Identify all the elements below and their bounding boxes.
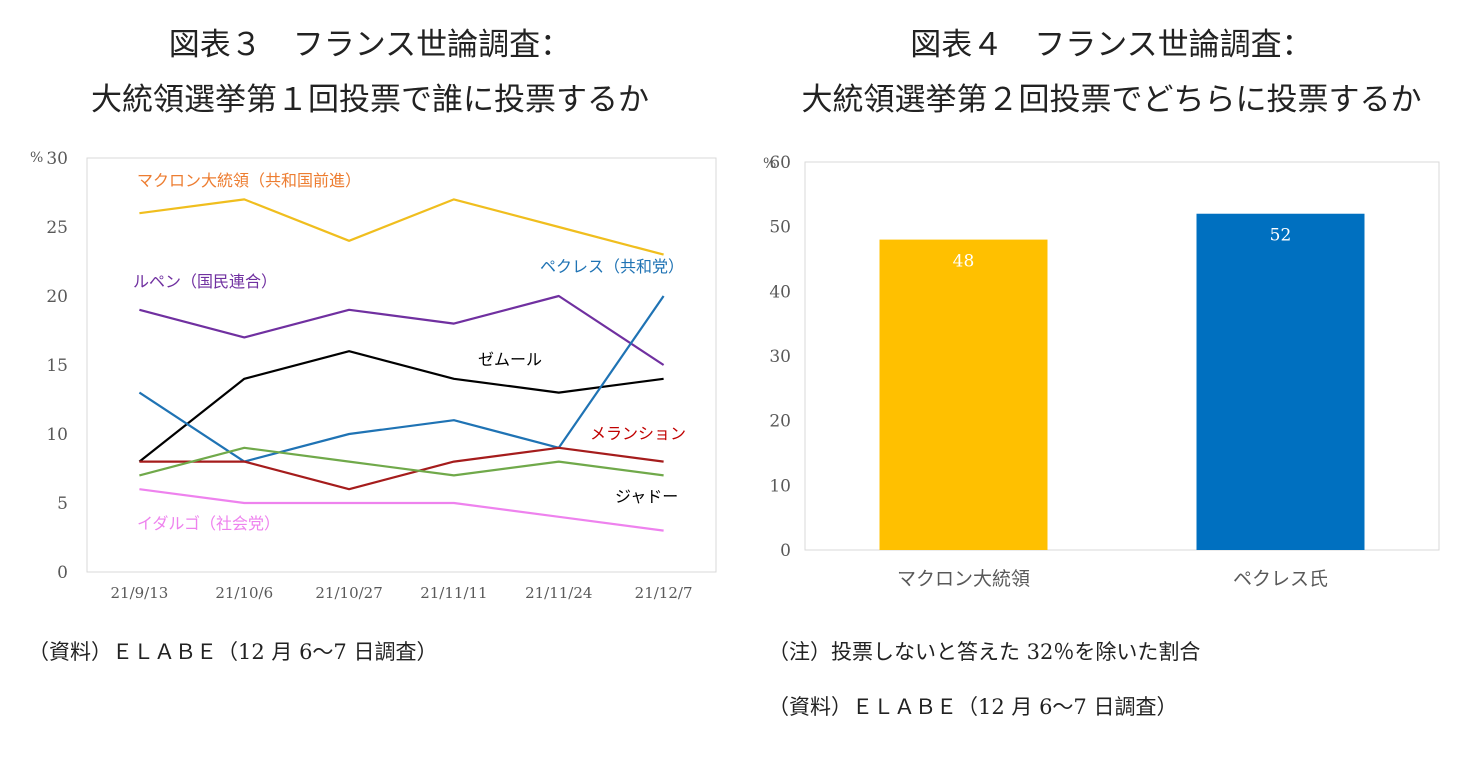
series-line-3 bbox=[138, 295, 665, 463]
x-axis-ticks: 21/9/13 21/10/6 21/10/27 21/11/11 21/11/24 21… bbox=[111, 584, 693, 602]
series-line-4 bbox=[139, 446, 664, 491]
y-axis-unit-label: % bbox=[763, 156, 776, 172]
figure3-title-line2: 大統領選挙第１回投票で誰に投票するか bbox=[91, 82, 649, 118]
x-tick-label: 21/9/13 bbox=[111, 584, 169, 602]
y-tick-label: 15 bbox=[46, 356, 68, 376]
y-tick-label: 0 bbox=[780, 541, 791, 561]
y-axis-ticks: 0 5 10 15 20 25 30 bbox=[46, 149, 68, 583]
series-label-melenchon: メランション bbox=[590, 424, 686, 443]
figure4-title-line2: 大統領選挙第２回投票でどちらに投票するか bbox=[801, 82, 1422, 118]
series-line-6 bbox=[139, 488, 664, 532]
series-label-jadot: ジャドー bbox=[615, 487, 678, 506]
y-tick-label: 30 bbox=[46, 149, 68, 169]
plot-area-frame bbox=[86, 157, 717, 573]
y-tick-label: 20 bbox=[769, 412, 791, 432]
x-tick-label: 21/11/11 bbox=[420, 584, 487, 602]
x-tick-label: 21/10/6 bbox=[215, 584, 273, 602]
y-tick-label: 25 bbox=[46, 218, 68, 238]
x-tick-label: 21/10/27 bbox=[315, 584, 382, 602]
figure4-title-line1: 図表４ フランス世論調査： bbox=[910, 27, 1313, 63]
y-tick-label: 50 bbox=[769, 218, 791, 238]
plot-area-frame bbox=[804, 161, 1440, 551]
figure4-title: 図表４ フランス世論調査： 大統領選挙第２回投票でどちらに投票するか bbox=[741, 18, 1482, 128]
bar-data-label: 52 bbox=[1270, 226, 1292, 246]
x-tick-label: 21/11/24 bbox=[525, 584, 592, 602]
bar-data-label: 48 bbox=[953, 252, 975, 272]
figure3-title-line1: 図表３ フランス世論調査： bbox=[168, 27, 572, 63]
y-tick-label: 0 bbox=[57, 563, 68, 583]
series-line-2 bbox=[138, 350, 664, 463]
y-tick-label: 60 bbox=[769, 153, 791, 173]
series-label-zemmour: ゼムール bbox=[478, 350, 542, 369]
series-labels: マクロン大統領（共和国前進） ルペン（国民連合） ゼムール ペクレス（共和党） … bbox=[133, 171, 686, 533]
figure3-title: 図表３ フランス世論調査： 大統領選挙第１回投票で誰に投票するか bbox=[0, 18, 740, 128]
series-line-1 bbox=[139, 294, 665, 366]
y-tick-label: 20 bbox=[46, 287, 68, 307]
bars: 48 マクロン大統領 52 ペクレス氏 bbox=[879, 213, 1365, 590]
x-tick-label: 21/12/7 bbox=[635, 584, 693, 602]
series-label-macron: マクロン大統領（共和国前進） bbox=[137, 171, 361, 190]
figure4-source: （資料）ＥＬＡＢＥ（12 月 6～7 日調査） bbox=[768, 695, 1178, 719]
y-tick-label: 5 bbox=[57, 494, 68, 514]
y-axis-ticks: 0 10 20 30 40 50 60 bbox=[769, 153, 791, 561]
figure3-source: （資料）ＥＬＡＢＥ（12 月 6～7 日調査） bbox=[28, 640, 438, 664]
y-tick-label: 30 bbox=[769, 347, 791, 367]
x-tick-label: マクロン大統領 bbox=[897, 568, 1030, 590]
y-tick-label: 40 bbox=[769, 282, 791, 302]
y-axis-unit-label: % bbox=[30, 150, 43, 166]
series-lines bbox=[138, 198, 665, 532]
series-line-0 bbox=[139, 198, 664, 256]
y-tick-label: 10 bbox=[769, 476, 791, 496]
series-line-5 bbox=[139, 446, 664, 477]
bar-0 bbox=[879, 239, 1048, 550]
y-tick-label: 10 bbox=[46, 425, 68, 445]
series-label-lepen: ルペン（国民連合） bbox=[133, 272, 277, 291]
series-label-pecresse: ペクレス（共和党） bbox=[540, 257, 684, 276]
x-tick-label: ペクレス氏 bbox=[1233, 568, 1328, 590]
bar-chart-second-round: % 0 10 20 30 40 50 60 48 マクロン大統領 52 ペクレス氏 bbox=[763, 153, 1440, 590]
bar-1 bbox=[1196, 213, 1365, 550]
figure4-note: （注）投票しないと答えた 32％を除いた割合 bbox=[768, 640, 1201, 664]
series-label-hidalgo: イダルゴ（社会党） bbox=[137, 514, 280, 533]
